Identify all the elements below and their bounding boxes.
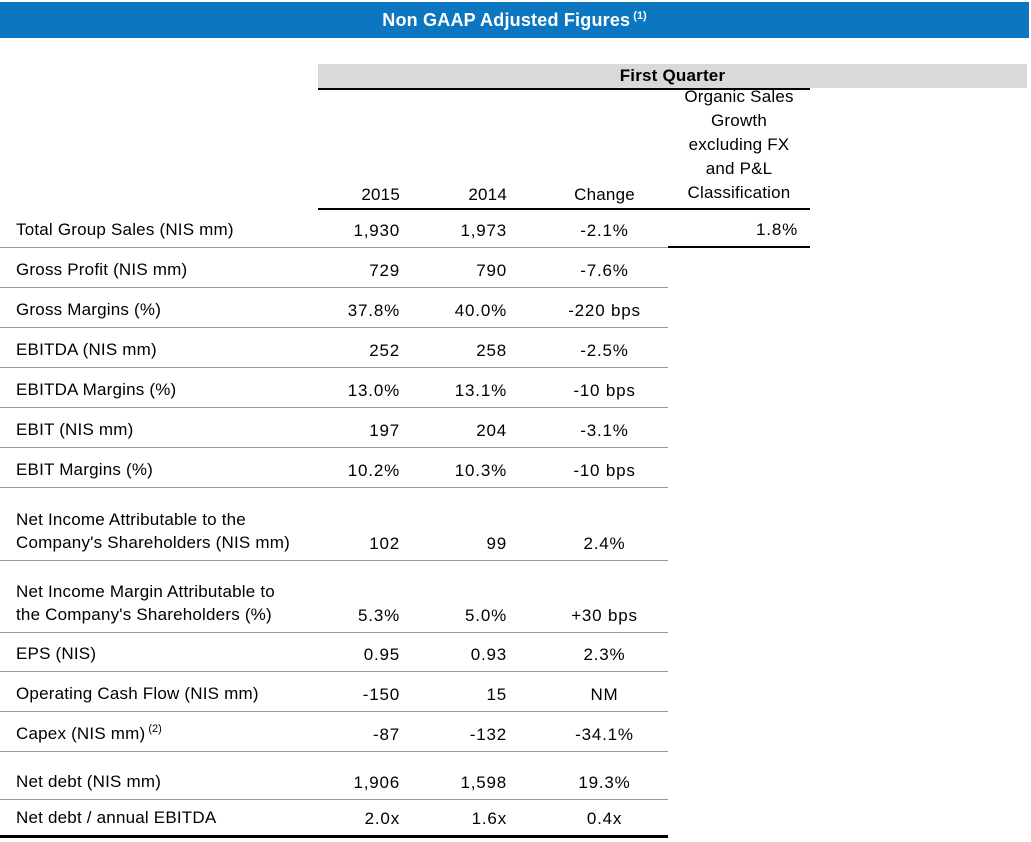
title-bar: Non GAAP Adjusted Figures (1) — [0, 2, 1029, 38]
value-2015: 252 — [369, 341, 400, 360]
value-2015: 729 — [369, 261, 400, 280]
value-organic — [668, 368, 810, 408]
value-change: -220 bps — [568, 301, 641, 320]
value-2015: 102 — [369, 534, 400, 553]
value-2014: -132 — [469, 725, 507, 744]
value-organic — [668, 288, 810, 328]
value-change: 2.3% — [583, 645, 626, 664]
value-change: -10 bps — [573, 461, 636, 480]
row-label: EBIT Margins (%) — [16, 460, 154, 479]
capex-label: Capex (NIS mm) — [16, 724, 146, 743]
value-2014: 99 — [486, 534, 507, 553]
value-2014: 15 — [486, 685, 507, 704]
value-2014: 5.0% — [465, 606, 507, 625]
row-label: Capex (NIS mm) (2) — [0, 722, 318, 751]
value-2014: 790 — [476, 261, 507, 280]
table-row: Gross Profit (NIS mm) 729 790 -7.6% — [0, 248, 810, 288]
table-row: Total Group Sales (NIS mm) 1,930 1,973 -… — [0, 210, 810, 248]
table-row: Gross Margins (%) 37.8% 40.0% -220 bps — [0, 288, 810, 328]
value-change: -3.1% — [580, 421, 629, 440]
table-row: Net debt / annual EBITDA 2.0x 1.6x 0.4x — [0, 800, 810, 838]
value-organic — [668, 633, 810, 672]
table-row: Net debt (NIS mm) 1,906 1,598 19.3% — [0, 752, 810, 800]
value-2014: 40.0% — [454, 301, 507, 320]
col-header-2015: 2015 — [361, 185, 400, 204]
value-2014: 10.3% — [454, 461, 507, 480]
col-header-change: Change — [574, 185, 635, 204]
column-header-row: 2015 2014 Change Organic Sales Growth ex… — [318, 87, 810, 210]
value-2015: 1,930 — [353, 221, 400, 240]
value-2014: 0.93 — [470, 645, 507, 664]
title-footnote-marker: (1) — [633, 10, 647, 22]
first-quarter-band: First Quarter — [318, 64, 1027, 88]
value-2015: 10.2% — [347, 461, 400, 480]
row-label: Net Income Margin Attributable to the Co… — [16, 582, 275, 624]
value-2015: 2.0x — [364, 809, 400, 828]
table-row: EBITDA Margins (%) 13.0% 13.1% -10 bps — [0, 368, 810, 408]
value-2015: 13.0% — [347, 381, 400, 400]
value-organic — [668, 488, 810, 561]
value-2014: 1,973 — [460, 221, 507, 240]
row-label: Operating Cash Flow (NIS mm) — [16, 684, 259, 703]
value-2015: 0.95 — [363, 645, 400, 664]
value-organic — [668, 328, 810, 368]
value-2014: 258 — [476, 341, 507, 360]
value-change: 0.4x — [586, 809, 623, 828]
value-organic: 1.8% — [668, 210, 810, 248]
value-change: -7.6% — [580, 261, 629, 280]
row-label: EBIT (NIS mm) — [16, 420, 134, 439]
row-label: Total Group Sales (NIS mm) — [16, 220, 234, 239]
capex-footnote-marker: (2) — [148, 723, 162, 736]
band-underline — [318, 88, 810, 90]
row-label: Gross Profit (NIS mm) — [16, 260, 188, 279]
table-row: Net Income Attributable to the Company's… — [0, 488, 810, 561]
table-row: EPS (NIS) 0.95 0.93 2.3% — [0, 633, 810, 672]
row-label: EPS (NIS) — [16, 644, 97, 663]
organic-column-header: Organic Sales Growth excluding FX and P&… — [684, 87, 794, 202]
value-2015: 37.8% — [347, 301, 400, 320]
value-organic — [668, 448, 810, 488]
value-2015: 5.3% — [358, 606, 400, 625]
value-organic — [668, 752, 810, 800]
value-change: -10 bps — [573, 381, 636, 400]
value-change: 2.4% — [583, 534, 626, 553]
value-2015: -87 — [373, 725, 400, 744]
value-2014: 204 — [476, 421, 507, 440]
table-row: EBIT Margins (%) 10.2% 10.3% -10 bps — [0, 448, 810, 488]
row-label: Net debt (NIS mm) — [16, 772, 162, 791]
row-label: Gross Margins (%) — [16, 300, 162, 319]
value-change: NM — [590, 685, 619, 704]
value-2014: 1.6x — [471, 809, 507, 828]
row-label: EBITDA Margins (%) — [16, 380, 177, 399]
first-quarter-label: First Quarter — [619, 66, 726, 85]
value-change: -2.5% — [580, 341, 629, 360]
value-2015: 1,906 — [353, 773, 400, 792]
financial-table: Total Group Sales (NIS mm) 1,930 1,973 -… — [0, 210, 810, 838]
value-organic — [668, 408, 810, 448]
value-organic — [668, 712, 810, 752]
page-title: Non GAAP Adjusted Figures — [382, 10, 631, 30]
value-organic — [668, 800, 810, 838]
value-organic — [668, 672, 810, 712]
table-row: Net Income Margin Attributable to the Co… — [0, 561, 810, 633]
value-change: 19.3% — [578, 773, 631, 792]
table-row: Operating Cash Flow (NIS mm) -150 15 NM — [0, 672, 810, 712]
value-change: +30 bps — [571, 606, 638, 625]
value-organic — [668, 561, 810, 633]
row-label: EBITDA (NIS mm) — [16, 340, 157, 359]
value-change: -34.1% — [575, 725, 634, 744]
value-2015: 197 — [369, 421, 400, 440]
table-row: EBITDA (NIS mm) 252 258 -2.5% — [0, 328, 810, 368]
table-row: EBIT (NIS mm) 197 204 -3.1% — [0, 408, 810, 448]
table-row: Capex (NIS mm) (2) -87 -132 -34.1% — [0, 712, 810, 752]
value-organic — [668, 248, 810, 288]
row-label: Net debt / annual EBITDA — [16, 808, 217, 827]
col-header-2014: 2014 — [468, 185, 507, 204]
value-2015: -150 — [362, 685, 400, 704]
row-label: Net Income Attributable to the Company's… — [16, 510, 290, 552]
value-2014: 1,598 — [460, 773, 507, 792]
value-2014: 13.1% — [454, 381, 507, 400]
value-change: -2.1% — [580, 221, 629, 240]
